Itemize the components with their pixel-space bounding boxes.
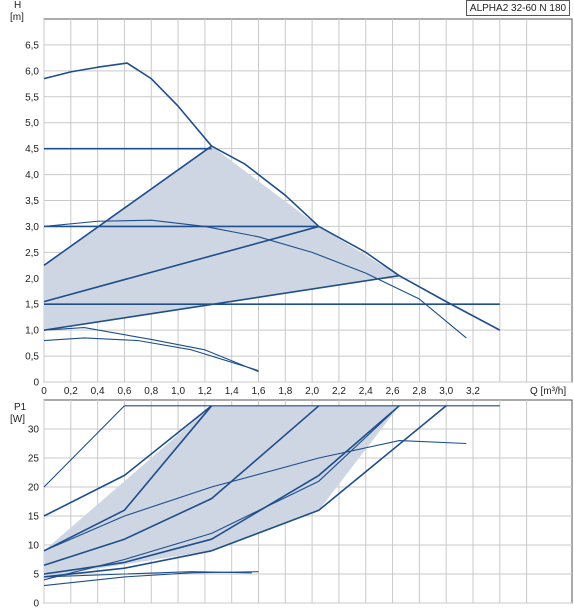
y-tick-label: 1,0 [25, 326, 39, 337]
y-tick-label: 25 [28, 454, 40, 465]
x-tick-label: 1,6 [252, 386, 266, 397]
x-tick-label: 2,6 [386, 386, 400, 397]
power-curve [43, 571, 252, 578]
power-curve [43, 405, 213, 552]
y-tick-label: 5,0 [25, 118, 39, 129]
y-tick-label: 1,5 [25, 300, 39, 311]
x-tick-label: 1,0 [171, 386, 185, 397]
x-tick-label: 2,4 [359, 386, 373, 397]
y-tick-label: 0 [33, 378, 39, 389]
y-axis-label-top: H [14, 0, 21, 11]
x-tick-label: 0,2 [64, 386, 78, 397]
y-tick-label: 20 [28, 483, 40, 494]
power-curve [43, 405, 400, 581]
x-tick-label: 1,4 [225, 386, 239, 397]
power-curve [43, 405, 447, 578]
power-curve [43, 405, 213, 517]
y-tick-label: 6,5 [25, 40, 39, 51]
y-tick-label: 0,5 [25, 352, 39, 363]
y-tick-label: 6,0 [25, 66, 39, 77]
head-curve [43, 337, 259, 372]
x-tick-label: 1,8 [278, 386, 292, 397]
head-curve [43, 225, 320, 303]
y-axis-unit-bottom: [W] [10, 414, 25, 425]
y-tick-label: 10 [28, 541, 40, 552]
head-curve [43, 219, 467, 339]
power-curve [43, 440, 467, 552]
y-tick-label: 4,0 [25, 170, 39, 181]
head-curve [43, 62, 213, 147]
y-tick-label: 2,0 [25, 274, 39, 285]
head-curve [43, 145, 213, 266]
operating-range-area [44, 146, 400, 331]
x-tick-label: 3,0 [439, 386, 453, 397]
y-axis-label-bottom: P1 [14, 402, 27, 413]
power-curve [43, 405, 125, 488]
x-tick-label: 0,6 [117, 386, 131, 397]
head-plot: 0 0,5 1,0 1,5 2,0 2,5 3,0 3,5 4,0 4,5 5,0 5,5 6,0 6,5… [10, 0, 573, 397]
x-axis-label: Q [m³/h] [530, 386, 566, 397]
y-axis-unit-top: [m] [10, 12, 24, 23]
chart-title: ALPHA2 32-60 N 180 [466, 0, 570, 16]
head-curve [43, 326, 259, 373]
y-tick-label: 30 [28, 425, 40, 436]
y-tick-label: 15 [28, 512, 40, 523]
y-tick-label: 3,5 [25, 196, 39, 207]
x-tick-label: 2,8 [412, 386, 426, 397]
x-tick-label: 0,4 [91, 386, 105, 397]
head-curve [211, 145, 501, 331]
y-tick-label: 5,5 [25, 92, 39, 103]
y-tick-label: 4,5 [25, 144, 39, 155]
x-tick-label: 2,2 [332, 386, 346, 397]
head-curve [43, 274, 400, 331]
y-tick-label: 3,0 [25, 222, 39, 233]
y-tick-label: 5 [33, 570, 39, 581]
y-tick-label: 0 [33, 599, 39, 610]
power-curve [43, 405, 320, 567]
power-plot: 0 5 10 15 20 25 30 P1[W] [10, 399, 573, 610]
x-tick-label: 2,0 [305, 386, 319, 397]
operating-range-area [44, 405, 400, 577]
y-tick-label: 2,5 [25, 248, 39, 259]
x-tick-label: 0 [41, 386, 47, 397]
x-tick-label: 0,8 [144, 386, 158, 397]
x-tick-label: 3,2 [466, 386, 480, 397]
x-tick-label: 1,2 [198, 386, 212, 397]
